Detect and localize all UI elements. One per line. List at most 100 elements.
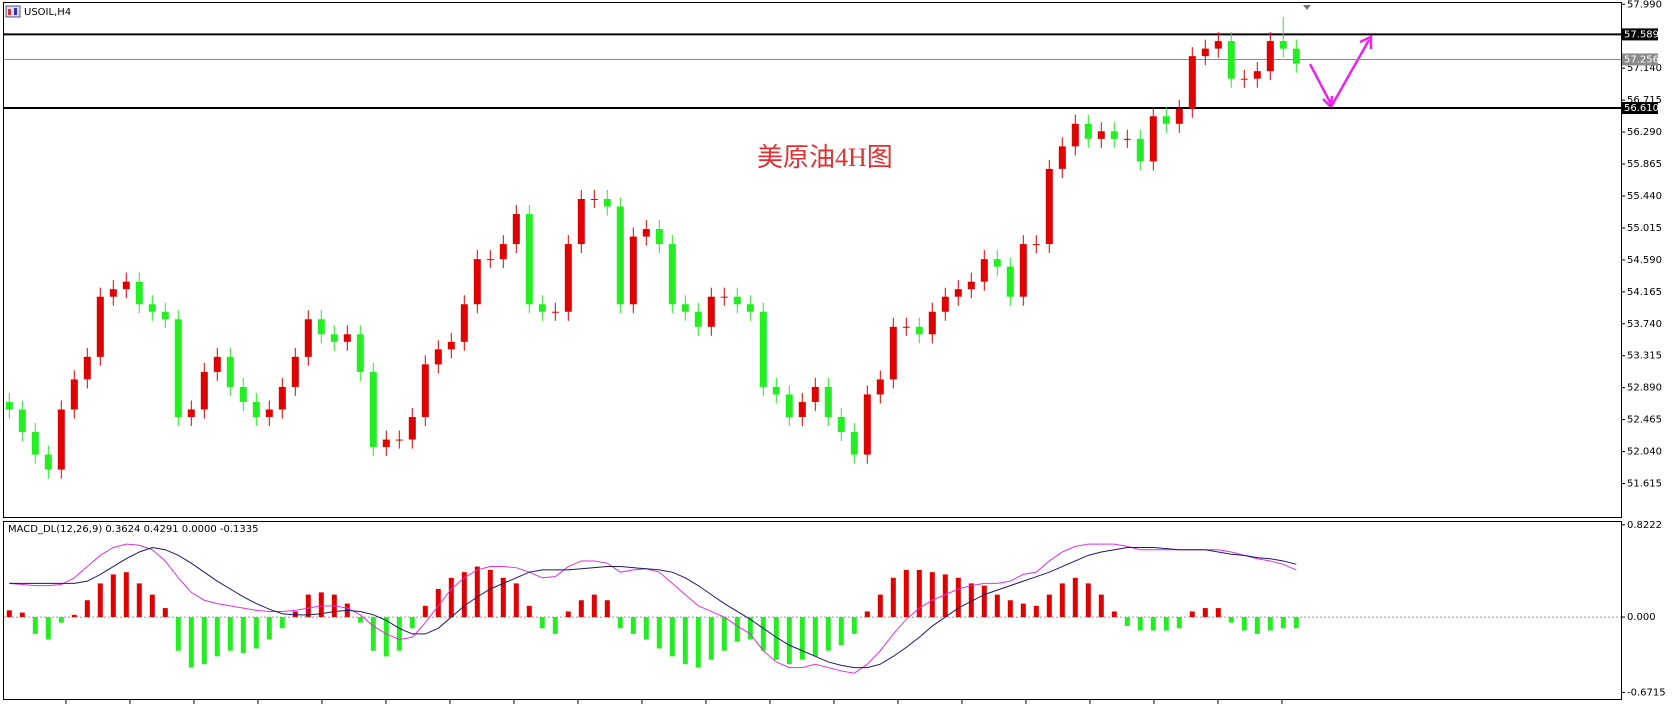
histogram-bar <box>149 594 155 618</box>
histogram-bar <box>370 617 376 651</box>
candle-body <box>1162 116 1170 124</box>
histogram-bar <box>721 617 727 651</box>
y-tick-label: 53.315 <box>1627 351 1662 362</box>
histogram-bar <box>1189 611 1195 618</box>
histogram-bar <box>1267 617 1273 631</box>
histogram-bar <box>84 600 90 618</box>
histogram-bar <box>630 617 636 634</box>
candle-body <box>850 432 858 455</box>
histogram-bar <box>1215 608 1221 618</box>
candle-body <box>161 311 169 320</box>
candle-body <box>447 341 455 350</box>
histogram-bar <box>409 617 415 629</box>
candle-body <box>1058 146 1066 169</box>
candle-body <box>1071 123 1079 147</box>
candle-body <box>1110 131 1118 139</box>
candle-body <box>304 319 312 357</box>
histogram-bar <box>318 592 324 618</box>
candle-body <box>395 439 403 441</box>
histogram-bar <box>1137 617 1143 631</box>
candle-body <box>876 379 884 395</box>
candle-body <box>577 198 585 245</box>
time-axis-ticks <box>65 699 1283 704</box>
y-tick-label: 57.140 <box>1627 63 1662 74</box>
histogram-bar <box>734 617 740 642</box>
histogram-bar <box>500 577 506 618</box>
histogram-bar <box>305 594 311 618</box>
candle-body <box>57 409 65 470</box>
candle-body <box>5 401 13 410</box>
y-tick-label: 53.740 <box>1627 319 1662 330</box>
candle-body <box>187 409 195 418</box>
histogram-bar <box>253 617 259 649</box>
histogram-bar <box>71 614 77 618</box>
price-level-label: 56.610 <box>1624 103 1659 114</box>
candle-body <box>330 334 338 342</box>
candle-body <box>785 394 793 418</box>
candle-body <box>967 281 975 290</box>
candle-body <box>798 401 806 418</box>
candle-body <box>44 454 52 470</box>
histogram-bar <box>981 585 987 618</box>
histogram-bar <box>97 583 103 618</box>
histogram-bar <box>864 611 870 618</box>
histogram-bar <box>383 617 389 657</box>
candle-body <box>772 386 780 395</box>
histogram-bar <box>214 617 220 657</box>
candle-body <box>1136 138 1144 162</box>
candle-body <box>1188 56 1196 109</box>
macd-line <box>9 546 1297 669</box>
candle-body <box>629 236 637 305</box>
candle-body <box>408 417 416 440</box>
candle-body <box>1253 71 1261 79</box>
histogram-bar <box>474 566 480 618</box>
histogram-bar <box>747 617 753 640</box>
histogram-bar <box>903 569 909 618</box>
candle-body <box>863 394 871 455</box>
histogram-bar <box>1111 611 1117 618</box>
candle-body <box>135 281 143 305</box>
candle-body <box>759 311 767 387</box>
candle-body <box>83 356 91 380</box>
candle-body <box>954 289 962 297</box>
candle-body <box>434 349 442 365</box>
candle-body <box>252 401 260 418</box>
histogram-bar <box>1007 600 1013 618</box>
candle-body <box>291 356 299 387</box>
candle-body <box>837 417 845 433</box>
y-tick-label: 57.990 <box>1627 0 1662 10</box>
histogram-bar <box>552 617 558 634</box>
chart-title: USOIL,H4 <box>24 7 71 18</box>
y-tick-label: 55.440 <box>1627 191 1662 202</box>
candle-body <box>174 319 182 418</box>
candle-body <box>226 356 234 387</box>
candle-body <box>200 371 208 410</box>
candle-body <box>265 409 273 418</box>
price-level-box <box>1622 28 1658 41</box>
histogram-bar <box>448 577 454 618</box>
histogram-bar <box>877 594 883 618</box>
histogram-bar <box>968 583 974 618</box>
forecast-arrows <box>1308 35 1373 110</box>
histogram-bar <box>58 617 64 623</box>
histogram-bar <box>812 617 818 657</box>
candle-body <box>655 229 663 245</box>
candle-body <box>1279 41 1287 49</box>
y-tick-label: 0.000 <box>1627 612 1656 623</box>
histogram-bar <box>279 617 285 629</box>
candle-body <box>1201 48 1209 57</box>
candle-body <box>1045 168 1053 245</box>
candle-body <box>902 326 910 328</box>
histogram-bar <box>19 612 25 618</box>
histogram-bar <box>1202 608 1208 618</box>
histogram-bar <box>539 617 545 629</box>
candle-body <box>590 198 598 200</box>
macd-title: MACD_DL(12,26,9) 0.3624 0.4291 0.0000 -0… <box>8 524 259 535</box>
histogram-bar <box>682 617 688 665</box>
candle-body <box>1266 41 1274 72</box>
histogram-bar <box>643 617 649 640</box>
histogram-bar <box>396 617 402 651</box>
candle-body <box>421 364 429 418</box>
histogram-bar <box>695 617 701 668</box>
